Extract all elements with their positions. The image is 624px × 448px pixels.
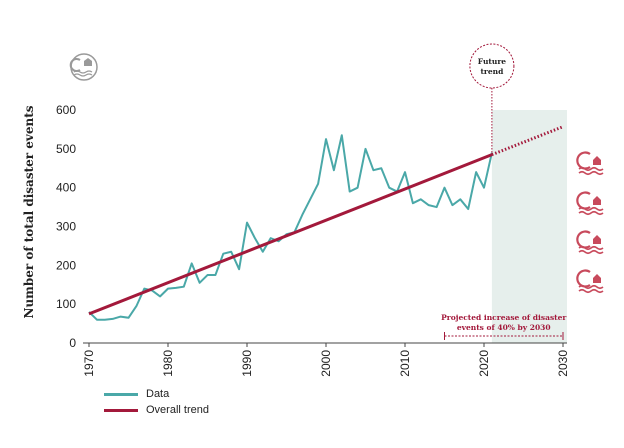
x-tick-label: 2010 (398, 350, 412, 377)
x-tick-label: 2030 (556, 350, 570, 377)
legend: Data Overall trend (104, 386, 209, 418)
data-series-line (88, 134, 493, 321)
logo-icon (69, 53, 98, 81)
future-trend-bubble (469, 43, 515, 89)
x-tick-label: 1990 (240, 350, 254, 377)
x-tick-label: 1970 (82, 350, 96, 377)
x-tick-label: 2020 (477, 350, 491, 377)
disaster-icon (576, 151, 604, 176)
projection-annotation-text: events of 40% by 2030 (457, 323, 551, 332)
future-region (491, 110, 567, 343)
disaster-icon (576, 269, 604, 294)
future-trend-label: Future (478, 57, 507, 66)
trend-projection (491, 125, 564, 157)
y-tick-label: 500 (56, 142, 76, 156)
trend-line (88, 153, 493, 316)
x-tick-label: 1980 (161, 350, 175, 377)
y-axis-title: Number of total disaster events (22, 105, 36, 318)
legend-label-trend: Overall trend (146, 404, 209, 416)
legend-swatch-data (104, 392, 138, 396)
y-tick-label: 300 (56, 220, 76, 234)
y-tick-label: 200 (56, 258, 76, 272)
disaster-icon (576, 230, 604, 255)
legend-item-trend: Overall trend (104, 402, 209, 418)
y-tick-label: 600 (56, 103, 76, 117)
y-tick-label: 100 (56, 297, 76, 311)
disaster-icon (576, 191, 604, 216)
y-tick-label: 0 (69, 336, 76, 350)
legend-swatch-trend (104, 408, 138, 412)
legend-item-data: Data (104, 386, 209, 402)
projection-annotation-text: Projected increase of disaster (441, 313, 567, 322)
future-trend-label: trend (480, 67, 504, 76)
legend-label-data: Data (146, 388, 170, 400)
y-tick-label: 400 (56, 181, 76, 195)
x-tick-label: 2000 (319, 350, 333, 377)
